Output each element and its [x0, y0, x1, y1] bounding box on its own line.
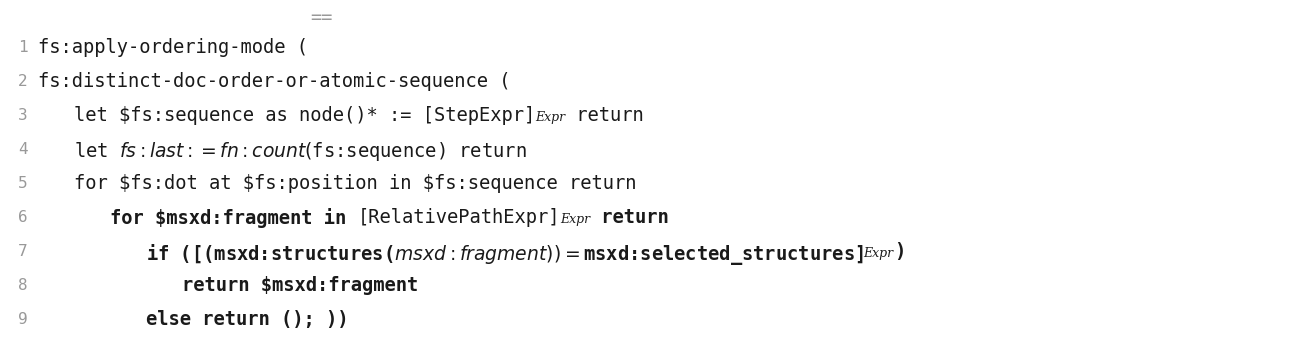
Text: ): ) — [894, 242, 905, 261]
Text: let $fs:last := fn:count($fs:sequence) return: let $fs:last := fn:count($fs:sequence) r… — [74, 140, 526, 163]
Text: return $msxd:fragment: return $msxd:fragment — [181, 276, 419, 295]
Text: if ([(msxd:structures($msxd:fragment)) = $msxd:selected_structures]: if ([(msxd:structures($msxd:fragment)) =… — [146, 242, 863, 267]
Text: for $msxd:fragment in: for $msxd:fragment in — [110, 208, 358, 228]
Text: 3: 3 — [18, 108, 27, 123]
Text: return: return — [565, 106, 644, 125]
Text: 4: 4 — [18, 142, 27, 157]
Text: fs:distinct-doc-order-or-atomic-sequence (: fs:distinct-doc-order-or-atomic-sequence… — [38, 72, 511, 91]
Text: 7: 7 — [18, 244, 27, 259]
Text: 2: 2 — [18, 74, 27, 89]
Text: 9: 9 — [18, 312, 27, 327]
Text: 8: 8 — [18, 278, 27, 293]
Text: for $fs:dot at $fs:position in $fs:sequence return: for $fs:dot at $fs:position in $fs:seque… — [74, 174, 636, 193]
Text: 5: 5 — [18, 176, 27, 191]
Text: let $fs:sequence as node()* := [StepExpr]: let $fs:sequence as node()* := [StepExpr… — [74, 106, 535, 125]
Text: 1: 1 — [18, 40, 27, 55]
Text: Expr: Expr — [863, 247, 894, 260]
Text: ==: == — [310, 8, 333, 27]
Text: 6: 6 — [18, 210, 27, 225]
Text: else return (); )): else return (); )) — [146, 310, 349, 329]
Text: Expr: Expr — [535, 111, 565, 124]
Text: fs:apply-ordering-mode (: fs:apply-ordering-mode ( — [38, 38, 308, 57]
Text: [RelativePathExpr]: [RelativePathExpr] — [358, 208, 560, 227]
Text: Expr: Expr — [560, 213, 590, 226]
Text: return: return — [590, 208, 669, 227]
